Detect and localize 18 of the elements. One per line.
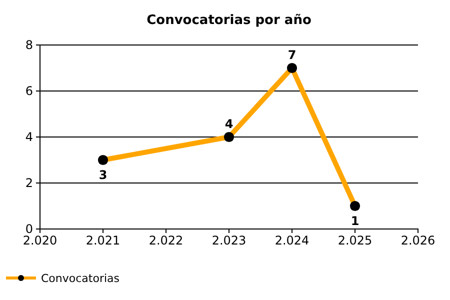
data-label: 4 <box>224 117 234 131</box>
data-label: 1 <box>350 214 360 228</box>
x-tick-label: 2.020 <box>22 234 58 248</box>
data-label: 7 <box>288 48 296 62</box>
y-tick-label: 8 <box>25 38 33 52</box>
data-label: 3 <box>98 168 108 182</box>
y-tick-label: 0 <box>25 222 33 236</box>
x-tick-label: 2.023 <box>212 234 246 248</box>
x-tick-label: 2.026 <box>400 234 436 248</box>
legend-label: Convocatorias <box>41 272 120 285</box>
x-tick-label: 2.025 <box>338 234 372 248</box>
x-tick-label: 2.021 <box>86 234 120 248</box>
x-tick-label: 2.022 <box>148 234 184 248</box>
x-tick-label: 2.024 <box>274 234 310 248</box>
y-tick-label: 2 <box>25 176 33 190</box>
y-tick-label: 6 <box>25 84 33 98</box>
y-tick-label: 4 <box>25 130 33 144</box>
chart-title: Convocatorias por año <box>146 13 312 28</box>
